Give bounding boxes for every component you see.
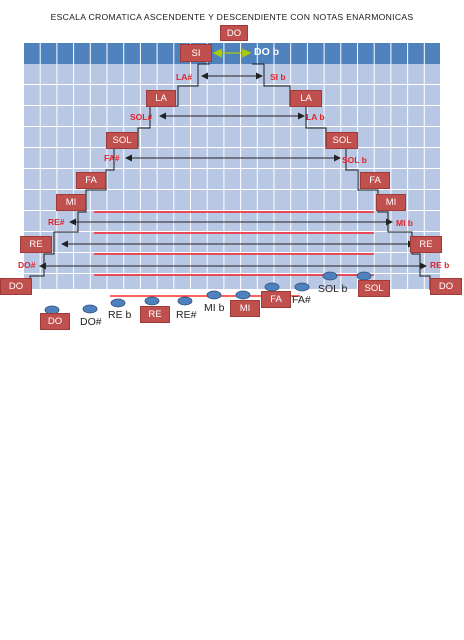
label-do-flat: DO b (254, 46, 280, 58)
note-head-do-sharp (82, 304, 98, 314)
staff-label-mi-flat: MI b (204, 302, 225, 314)
note-box-re-left: RE (20, 236, 52, 253)
note-box-la-right: LA (290, 90, 322, 107)
staff-label-sol-flat: SOL b (318, 283, 348, 295)
note-head-fa-sharp (294, 282, 310, 292)
note-box-sol-right: SOL (326, 132, 358, 149)
note-box-fa-right: FA (360, 172, 390, 189)
staff-box-mi: MI (230, 300, 260, 317)
note-head-re-sharp (177, 296, 193, 306)
note-box-si: SI (180, 44, 212, 62)
staff-label-re-sharp: RE# (176, 309, 197, 321)
staff-box-fa: FA (261, 291, 291, 308)
staff-box-re: RE (140, 306, 170, 323)
label-sol-sharp: SOL# (130, 112, 153, 122)
label-la-flat: LA b (306, 112, 325, 122)
note-box-sol-left: SOL (106, 132, 138, 149)
staff-box-sol: SOL (358, 280, 390, 297)
note-head-sol-flat (322, 271, 338, 281)
label-fa-sharp: FA# (104, 153, 120, 163)
label-sol-flat: SOL b (342, 155, 367, 165)
note-box-do-right: DO (430, 278, 462, 295)
note-box-do-top: DO (220, 25, 248, 41)
staff-label-fa-sharp: FA# (292, 294, 311, 306)
note-head-re (144, 296, 160, 306)
note-box-do-left: DO (0, 278, 32, 295)
note-box-fa-left: FA (76, 172, 106, 189)
note-head-fa (264, 282, 280, 292)
note-box-re-right: RE (410, 236, 442, 253)
label-si-flat: SI b (270, 72, 286, 82)
note-box-la-left: LA (146, 90, 176, 107)
note-head-mi-flat (206, 290, 222, 300)
note-head-re-flat (110, 298, 126, 308)
note-head-sol (356, 271, 372, 281)
staff-label-do-sharp: DO# (80, 316, 102, 328)
note-box-mi-left: MI (56, 194, 86, 211)
diagram-title: ESCALA CROMATICA ASCENDENTE Y DESCENDIEN… (50, 12, 414, 22)
label-mi-flat: MI b (396, 218, 413, 228)
label-do-sharp: DO# (18, 260, 36, 270)
label-re-flat: RE b (430, 260, 450, 270)
label-la-sharp: LA# (176, 72, 193, 82)
staff-box-do: DO (40, 313, 70, 330)
note-box-mi-right: MI (376, 194, 406, 211)
staff-label-re-flat: RE b (108, 309, 132, 321)
stair-left-outline (29, 63, 210, 290)
note-head-mi (235, 290, 251, 300)
grid-body (24, 43, 440, 289)
label-re-sharp: RE# (48, 217, 65, 227)
